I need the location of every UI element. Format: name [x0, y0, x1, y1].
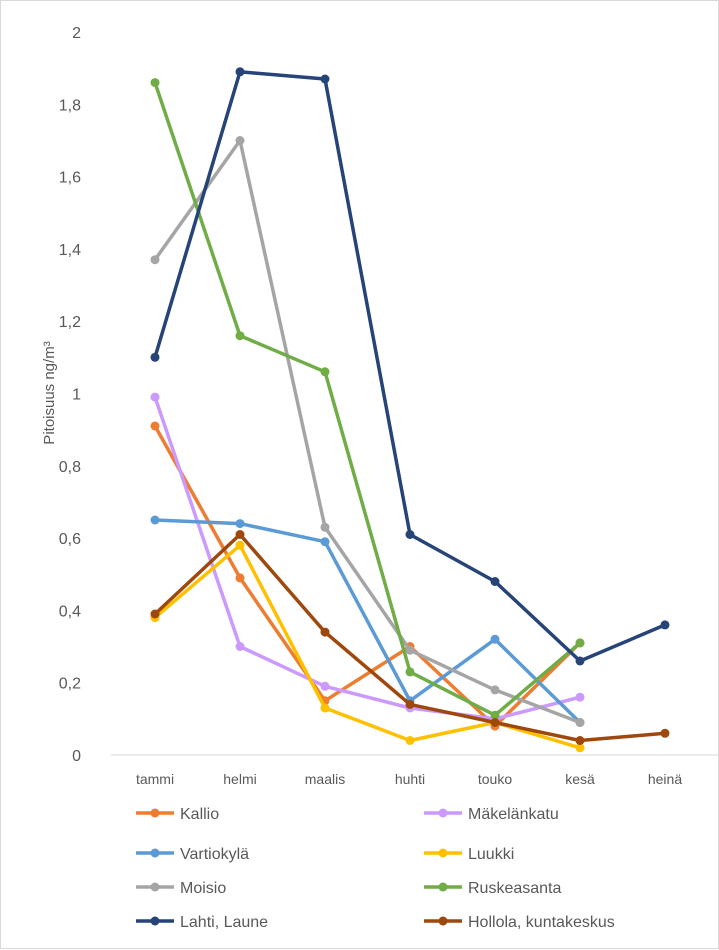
legend-label: Kallio [180, 806, 219, 823]
y-tick-label: 0 [72, 748, 81, 765]
data-point [320, 367, 330, 377]
legend-marker [438, 808, 448, 818]
series-5 [150, 78, 585, 720]
data-point [235, 67, 245, 77]
legend-item: Moisio [136, 880, 226, 897]
data-point [150, 609, 160, 619]
y-tick-label: 0,8 [59, 459, 81, 476]
x-tick-label: maalis [305, 771, 345, 787]
legend-item: Kallio [136, 806, 219, 823]
series-6 [150, 67, 670, 666]
data-point [405, 530, 415, 539]
data-point [490, 577, 500, 586]
data-point [575, 692, 585, 702]
data-point [575, 638, 585, 648]
y-tick-label: 0,2 [59, 676, 81, 693]
y-tick-label: 2 [72, 25, 81, 42]
data-point [490, 634, 500, 644]
legend-item: Ruskeasanta [424, 880, 561, 897]
data-point [405, 699, 415, 709]
data-point [575, 656, 585, 666]
y-tick-label: 1,2 [59, 314, 81, 331]
data-point [320, 537, 330, 547]
data-point [575, 736, 585, 745]
y-tick-label: 1,8 [59, 97, 81, 114]
legend-marker [438, 916, 448, 926]
series-line [153, 70, 667, 663]
data-point [150, 392, 160, 402]
series-4 [150, 136, 585, 727]
y-tick-label: 1,6 [59, 170, 81, 187]
legend-label: Ruskeasanta [468, 880, 561, 897]
data-point [490, 718, 500, 727]
legend-label: Vartiokylä [180, 846, 249, 863]
legend-item: Hollola, kuntakeskus [424, 914, 615, 931]
data-point [320, 681, 330, 691]
y-tick-label: 1,4 [59, 242, 81, 259]
y-tick-label: 1 [72, 387, 81, 404]
series-line [153, 543, 582, 750]
data-point [150, 421, 160, 431]
series-line [153, 395, 582, 721]
y-tick-label: 0,4 [59, 603, 81, 620]
data-point [320, 522, 330, 532]
data-point [235, 530, 245, 539]
data-point [320, 703, 330, 713]
legend-item: Vartiokylä [136, 846, 249, 863]
data-point [575, 718, 585, 727]
x-tick-label: touko [478, 771, 512, 787]
data-point [235, 519, 245, 529]
data-point [235, 573, 245, 583]
data-point [575, 743, 585, 753]
data-point [660, 728, 670, 738]
legend-marker [438, 882, 448, 892]
data-point [320, 74, 330, 84]
legend-marker [150, 882, 160, 892]
legend-label: Moisio [180, 880, 226, 897]
data-point [150, 515, 160, 525]
data-point [660, 620, 670, 630]
data-point [150, 255, 160, 265]
series-line [153, 80, 582, 717]
legend-item: Mäkelänkatu [424, 806, 559, 823]
legend-label: Lahti, Laune [180, 914, 268, 931]
y-tick-label: 0,6 [59, 531, 81, 548]
data-point [490, 685, 500, 695]
data-point [405, 645, 415, 655]
legend-marker [150, 916, 160, 926]
data-point [320, 627, 330, 637]
x-tick-label: tammi [136, 771, 174, 787]
legend-item: Luukki [424, 846, 514, 863]
legend-label: Hollola, kuntakeskus [468, 914, 615, 931]
series-line [153, 424, 582, 728]
legend-label: Mäkelänkatu [468, 806, 559, 823]
x-tick-label: helmi [223, 771, 256, 787]
data-point [150, 78, 160, 88]
x-tick-label: huhti [395, 771, 425, 787]
series-line [153, 138, 582, 725]
legend-item: Lahti, Laune [136, 914, 268, 931]
series-7 [150, 530, 670, 745]
legend-label: Luukki [468, 846, 514, 863]
data-point [150, 352, 160, 362]
data-point [235, 136, 245, 145]
legend-marker [150, 808, 160, 818]
data-point [235, 331, 245, 341]
data-point [405, 667, 415, 677]
data-point [235, 540, 245, 550]
data-point [405, 736, 415, 745]
data-point [235, 642, 245, 651]
data-point [490, 710, 500, 720]
series-1 [150, 392, 585, 724]
legend-marker [150, 848, 160, 858]
legend-marker [438, 848, 448, 858]
y-axis-title: Pitoisuus ng/m³ [41, 341, 58, 444]
x-tick-label: kesä [565, 771, 595, 787]
series-line [153, 518, 582, 725]
x-tick-label: heinä [648, 771, 682, 787]
